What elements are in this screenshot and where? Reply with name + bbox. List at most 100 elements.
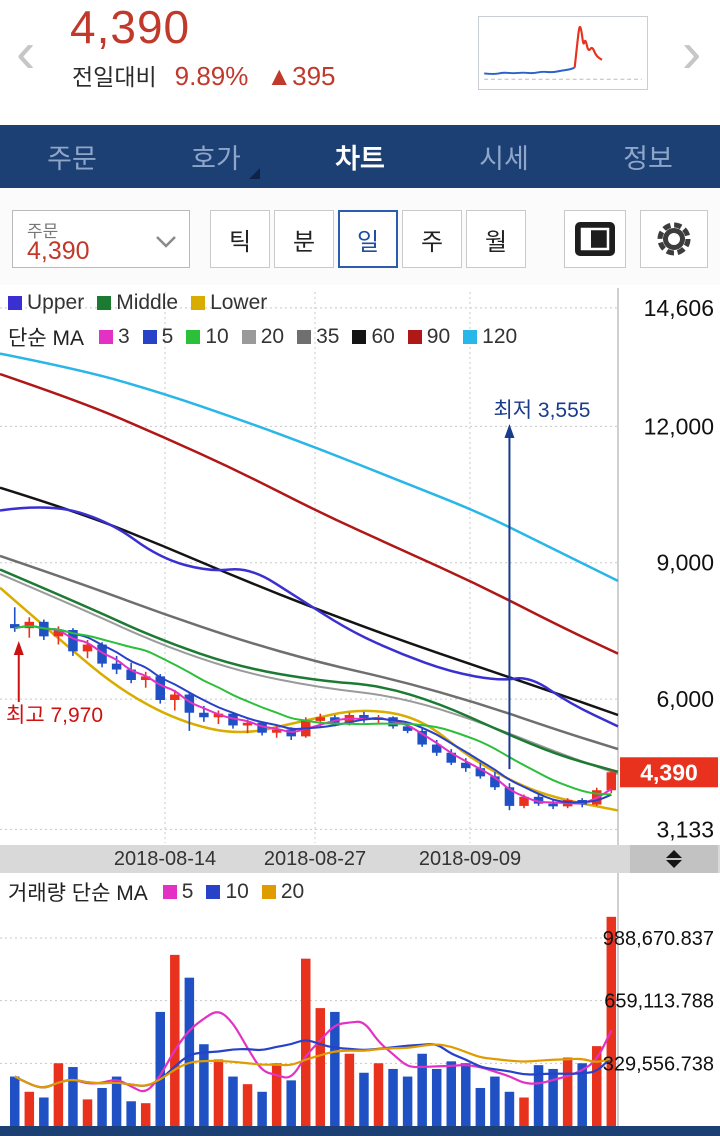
- volume-ma-5-line: [14, 1011, 613, 1093]
- highest-price-annotation: 최고 7,970: [6, 641, 103, 727]
- prev-stock-button[interactable]: ‹: [16, 20, 36, 85]
- ma-3-line: [14, 625, 612, 805]
- svg-text:14,606: 14,606: [644, 295, 714, 321]
- legend-color-swatch: [407, 330, 422, 344]
- next-stock-button[interactable]: ›: [682, 20, 702, 85]
- ma-10-line: [14, 625, 612, 796]
- legend-color-swatch: [261, 885, 276, 899]
- legend-item: 3: [98, 325, 130, 349]
- legend-item: 90: [407, 325, 450, 349]
- legend-label: Middle: [116, 291, 179, 314]
- legend-label: 10: [225, 880, 249, 903]
- legend-item: 10: [206, 880, 249, 904]
- legend-item: 10: [186, 325, 229, 349]
- legend-label: Lower: [210, 291, 268, 314]
- overlay-ma-60: [0, 486, 619, 717]
- tab-quote[interactable]: 호가: [144, 125, 288, 188]
- legend-item: 20: [261, 880, 305, 904]
- legend-color-swatch: [241, 330, 256, 344]
- svg-text:659,113.788: 659,113.788: [604, 991, 714, 1013]
- legend-label: 120: [482, 325, 518, 348]
- legend-label: Upper: [27, 291, 85, 314]
- legend-color-swatch: [8, 296, 22, 310]
- legend-label: 35: [316, 325, 340, 348]
- legend-item: 60: [352, 325, 395, 349]
- price-chart: 14,606 12,000 9,000 6,000 3,133 4,390 최저 3,555…: [0, 288, 718, 845]
- expand-up-icon: [666, 850, 682, 858]
- legend-item: 5: [162, 880, 193, 904]
- legend-label: 20: [260, 325, 285, 348]
- chevron-down-icon: [156, 236, 176, 248]
- tab-chart[interactable]: 차트: [288, 125, 432, 188]
- header: ‹ 4,390 전일대비 9.89% ▲395 ›: [0, 0, 720, 125]
- gear-icon: [657, 222, 691, 256]
- legend-color-swatch: [297, 330, 312, 344]
- tab-order[interactable]: 주문: [0, 125, 144, 188]
- tab-market[interactable]: 시세: [432, 125, 576, 188]
- volume-axis-labels: 988,670.837 659,113.788 329,556.738: [603, 928, 714, 1075]
- legend-title: 거래량 단순 MA: [8, 882, 148, 905]
- change-percent: 9.89%: [174, 61, 249, 91]
- ma-legend: 단순 MA 3 5 10 20 35 60 90 120: [8, 322, 517, 352]
- mini-chart-box: [478, 16, 648, 90]
- legend-item: Lower: [191, 291, 267, 315]
- svg-text:최저 3,555: 최저 3,555: [493, 399, 590, 422]
- period-button-day[interactable]: 일: [338, 210, 398, 268]
- legend-item: 35: [297, 325, 339, 349]
- legend-color-swatch: [191, 296, 206, 310]
- layout-panel-icon: [575, 222, 615, 256]
- legend-item: Middle: [97, 291, 178, 315]
- date-axis-strip: 2018-08-14 2018-08-27 2018-09-09: [0, 845, 720, 873]
- tab-label: 차트: [335, 144, 385, 174]
- legend-label: 5: [161, 325, 174, 348]
- symbol-dropdown[interactable]: 주문 4,390: [12, 210, 190, 268]
- expand-down-icon: [666, 860, 682, 868]
- date-label: 2018-08-27: [263, 848, 367, 870]
- period-button-month[interactable]: 월: [466, 210, 526, 268]
- svg-text:최고 7,970: 최고 7,970: [6, 704, 103, 727]
- overlay-ma-120: [0, 352, 619, 583]
- svg-text:329,556.738: 329,556.738: [603, 1053, 714, 1075]
- period-button-week[interactable]: 주: [402, 210, 462, 268]
- dropdown-value: 4,390: [27, 237, 90, 265]
- layout-panel-button[interactable]: [564, 210, 626, 268]
- change-amount: ▲395: [266, 61, 336, 91]
- legend-label: 60: [371, 325, 395, 348]
- change-row: 전일대비 9.89% ▲395: [72, 58, 336, 92]
- current-price-tag: 4,390: [620, 757, 718, 788]
- legend-color-swatch: [186, 330, 201, 344]
- dropdown-label: 주문: [27, 222, 59, 241]
- svg-text:3,133: 3,133: [656, 816, 714, 842]
- legend-item: Upper: [8, 291, 84, 315]
- bollinger-legend: Upper Middle Lower: [8, 291, 267, 315]
- legend-color-swatch: [142, 330, 157, 344]
- svg-text:4,390: 4,390: [640, 759, 698, 785]
- price-axis-labels: 14,606 12,000 9,000 6,000 3,133: [644, 295, 714, 843]
- settings-button[interactable]: [640, 210, 708, 268]
- volume-legend: 거래량 단순 MA 5 10 20: [8, 877, 304, 907]
- bottom-bar: [0, 1126, 720, 1136]
- overlay-bb-middle: [0, 568, 619, 774]
- price-gridlines: [0, 288, 619, 845]
- period-button-tick[interactable]: 틱: [210, 210, 270, 268]
- legend-label: 3: [117, 325, 130, 348]
- tab-label: 정보: [623, 144, 673, 174]
- main-nav-tabs: 주문 호가 차트 시세 정보: [0, 125, 720, 188]
- lowest-price-annotation: 최저 3,555: [493, 399, 590, 770]
- legend-item: 5: [142, 325, 174, 349]
- tab-label: 시세: [479, 144, 529, 174]
- svg-text:988,670.837: 988,670.837: [603, 928, 714, 950]
- volume-bars: [10, 916, 617, 1126]
- date-label: 2018-09-09: [418, 848, 522, 870]
- legend-label: 10: [205, 325, 229, 348]
- svg-text:6,000: 6,000: [656, 686, 714, 712]
- legend-label: 20: [280, 880, 305, 903]
- legend-color-swatch: [463, 330, 478, 344]
- period-button-minute[interactable]: 분: [274, 210, 334, 268]
- tab-info[interactable]: 정보: [576, 125, 720, 188]
- up-arrow-icon: ▲: [266, 61, 293, 91]
- chart-split-control[interactable]: [630, 845, 718, 873]
- current-price: 4,390: [70, 1, 191, 53]
